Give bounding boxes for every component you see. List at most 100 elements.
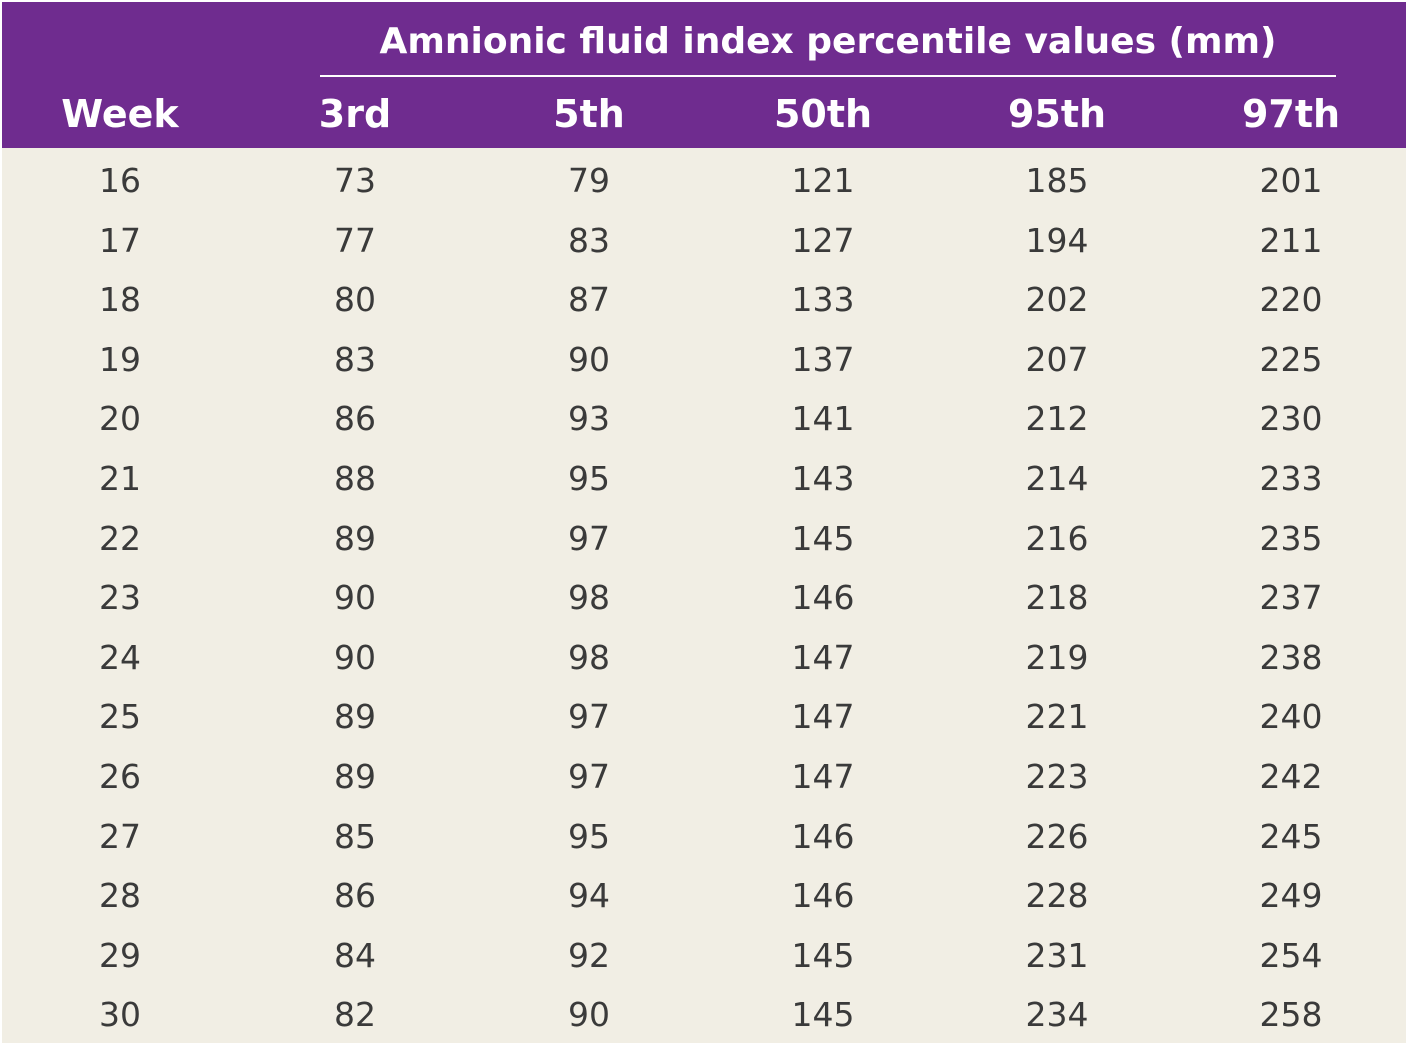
table-cell-week: 28 (99, 876, 141, 916)
table-cell-p3: 89 (334, 697, 376, 737)
table-cell-p95: 228 (1025, 876, 1089, 916)
table-cell-p95: 212 (1025, 399, 1089, 439)
table-cell-p95: 207 (1025, 339, 1089, 379)
table-cell-p95: 219 (1025, 637, 1089, 677)
table-cell-week: 24 (99, 637, 141, 677)
table-cell-p3: 85 (334, 816, 376, 856)
table-cell-p50: 146 (791, 578, 855, 618)
table-cell-week: 17 (99, 220, 141, 260)
table-row: 25 89 97 147 221 240 (2, 687, 1406, 747)
table-cell-week: 21 (99, 459, 141, 498)
table-cell-p50: 141 (791, 399, 855, 439)
table-cell-week: 22 (99, 518, 141, 558)
table-cell-p3: 86 (334, 876, 376, 916)
table-cell-p95: 234 (1025, 995, 1089, 1035)
table-row: 18 80 87 133 202 220 (2, 270, 1406, 330)
table-cell-p3: 89 (334, 518, 376, 558)
table-cell-p97: 240 (1259, 697, 1323, 737)
table-cell-week: 16 (99, 161, 141, 200)
table-cell-p50: 121 (791, 161, 855, 200)
table-cell-p5: 97 (568, 518, 610, 558)
table-cell-p50: 146 (791, 876, 855, 916)
table-cell-p50: 147 (791, 637, 855, 677)
table-cell-p97: 237 (1259, 578, 1323, 618)
table-cell-p97: 249 (1259, 876, 1323, 916)
column-header-week: Week (61, 92, 179, 136)
table-cell-p5: 90 (568, 995, 610, 1035)
table-cell-p97: 230 (1259, 399, 1323, 439)
table-cell-p50: 145 (791, 518, 855, 558)
table-cell-p5: 95 (568, 459, 610, 498)
table-cell-p50: 145 (791, 935, 855, 975)
table-row: 29 84 92 145 231 254 (2, 926, 1406, 986)
table-cell-p5: 94 (568, 876, 610, 916)
table-cell-p97: 258 (1259, 995, 1323, 1035)
table-cell-p50: 143 (791, 459, 855, 498)
table-cell-p5: 87 (568, 280, 610, 320)
table-row: 16 73 79 121 185 201 (2, 151, 1406, 211)
table-cell-p95: 185 (1025, 161, 1089, 200)
table-cell-p3: 88 (334, 459, 376, 498)
column-header-5th: 5th (553, 92, 625, 136)
table-cell-p97: 211 (1259, 220, 1323, 260)
table-cell-p50: 137 (791, 339, 855, 379)
table-row: 21 88 95 143 214 233 (2, 449, 1406, 509)
column-header-97th: 97th (1241, 92, 1341, 136)
table-row: 20 86 93 141 212 230 (2, 389, 1406, 449)
group-header-title: Amnionic fluid index percentile values (… (379, 21, 1277, 62)
table-cell-week: 25 (99, 697, 141, 737)
table-cell-p95: 202 (1025, 280, 1089, 320)
table-cell-p3: 90 (334, 637, 376, 677)
table-cell-p95: 214 (1025, 459, 1089, 498)
table-cell-week: 26 (99, 757, 141, 796)
table-cell-p50: 147 (791, 757, 855, 796)
table-cell-p50: 147 (791, 697, 855, 737)
table-row: 26 89 97 147 223 242 (2, 747, 1406, 807)
table-cell-p3: 73 (334, 161, 376, 200)
table-cell-p95: 216 (1025, 518, 1089, 558)
table-cell-week: 20 (99, 399, 141, 439)
table-cell-p5: 97 (568, 757, 610, 796)
table-cell-p5: 92 (568, 935, 610, 975)
table-cell-p5: 79 (568, 161, 610, 200)
column-header-95th: 95th (1007, 92, 1107, 136)
table-cell-p3: 82 (334, 995, 376, 1035)
table-cell-p97: 254 (1259, 935, 1323, 975)
table-cell-p3: 84 (334, 935, 376, 975)
table-cell-p3: 80 (334, 280, 376, 320)
table-cell-p95: 194 (1025, 220, 1089, 260)
table-cell-p5: 98 (568, 578, 610, 618)
table-cell-p97: 233 (1259, 459, 1323, 498)
table-row: 30 82 90 145 234 258 (2, 985, 1406, 1045)
table-cell-p97: 220 (1259, 280, 1323, 320)
table-cell-p95: 223 (1025, 757, 1089, 796)
table-cell-week: 23 (99, 578, 141, 618)
table-cell-p50: 146 (791, 816, 855, 856)
table-cell-p97: 201 (1259, 161, 1323, 200)
table-cell-p3: 90 (334, 578, 376, 618)
table-cell-week: 19 (99, 339, 141, 379)
table-cell-p5: 98 (568, 637, 610, 677)
column-header-3rd: 3rd (318, 92, 392, 136)
table-row: 27 85 95 146 226 245 (2, 807, 1406, 867)
table-cell-week: 18 (99, 280, 141, 320)
table-row: 17 77 83 127 194 211 (2, 211, 1406, 271)
table-header: Amnionic fluid index percentile values (… (2, 2, 1406, 148)
table-cell-p50: 133 (791, 280, 855, 320)
table-row: 28 86 94 146 228 249 (2, 866, 1406, 926)
table-cell-p50: 145 (791, 995, 855, 1035)
table-cell-p5: 90 (568, 339, 610, 379)
group-header-rule (320, 75, 1336, 77)
table-cell-p5: 83 (568, 220, 610, 260)
table-cell-p95: 231 (1025, 935, 1089, 975)
table-row: 24 90 98 147 219 238 (2, 628, 1406, 688)
table-cell-p97: 238 (1259, 637, 1323, 677)
table-cell-week: 27 (99, 816, 141, 856)
table-cell-p95: 221 (1025, 697, 1089, 737)
table-cell-p3: 86 (334, 399, 376, 439)
table-row: 19 83 90 137 207 225 (2, 330, 1406, 390)
table-cell-p97: 225 (1259, 339, 1323, 379)
table-cell-p5: 93 (568, 399, 610, 439)
table-cell-p97: 245 (1259, 816, 1323, 856)
